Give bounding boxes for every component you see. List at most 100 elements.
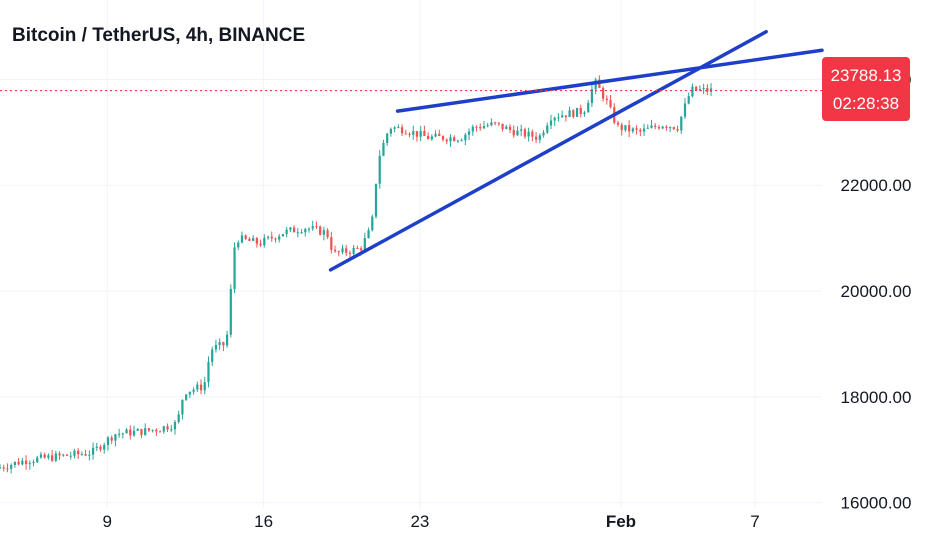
candle-body (553, 117, 556, 121)
candle-body (62, 454, 65, 456)
candle-body (672, 127, 675, 130)
chart-title: Bitcoin / TetherUS, 4h, BINANCE (12, 25, 305, 46)
candle-body (564, 115, 567, 118)
candle-body (21, 460, 24, 465)
candle-body (177, 414, 180, 422)
candle-body (397, 127, 400, 129)
x-tick-label: 16 (254, 512, 273, 531)
candle-body (575, 107, 579, 117)
y-tick-label: 22000.00 (841, 176, 912, 195)
candle-body (91, 447, 95, 455)
candle-body (683, 103, 687, 117)
candle-body (211, 349, 214, 362)
candle-body (389, 128, 393, 134)
candle-body (490, 122, 493, 126)
candle-body (13, 461, 17, 465)
trendline[interactable] (395, 48, 824, 113)
candle-body (352, 247, 355, 254)
candle-body (285, 229, 288, 235)
candle-body (237, 242, 240, 248)
candle-body (43, 454, 46, 458)
candle-body (609, 100, 612, 108)
candle-body (337, 251, 340, 253)
candle-body (266, 236, 270, 238)
candle-body (54, 453, 57, 461)
candle-body (687, 96, 690, 104)
candle-body (523, 129, 527, 137)
candle-body (605, 98, 608, 101)
candle-body (203, 382, 206, 391)
candle-body (531, 131, 534, 137)
candle-body (419, 131, 422, 137)
y-tick-label: 20000.00 (841, 282, 912, 301)
candle-body (47, 455, 50, 458)
candle-body (650, 125, 653, 128)
candle-body (404, 133, 407, 135)
candle-body (158, 431, 162, 433)
last-price-value: 23788.13 (831, 66, 902, 85)
candle-body (430, 136, 433, 140)
candle-body (460, 140, 463, 142)
candle-body (214, 345, 218, 350)
candle-body (259, 243, 262, 246)
last-price-label[interactable]: 23788.13 02:28:38 (822, 57, 910, 121)
candle-body (601, 88, 605, 99)
y-tick-label: 18000.00 (841, 388, 912, 407)
candle-body (166, 426, 169, 430)
candle-body (73, 450, 76, 456)
candle-body (28, 463, 31, 465)
candle-body (546, 125, 549, 133)
candle-body (475, 126, 478, 128)
candle-body (508, 126, 512, 130)
candle-body (415, 131, 419, 137)
candle-body (494, 122, 497, 124)
candle-body (125, 429, 128, 434)
candle-body (322, 230, 326, 235)
candle-body (199, 384, 203, 391)
candle-body (642, 128, 646, 132)
candle-body (635, 128, 638, 130)
candle-body (438, 133, 441, 137)
candle-body (657, 126, 661, 129)
candle-body (445, 139, 448, 142)
candle-body (583, 112, 586, 114)
candle-body (482, 126, 486, 129)
y-tick-label: 16000.00 (841, 494, 912, 513)
candle-body (572, 110, 575, 117)
candle-body (449, 137, 452, 142)
candle-body (378, 155, 381, 184)
candle-body (427, 135, 430, 140)
candle-body (315, 226, 318, 228)
candle-body (557, 117, 560, 119)
candle-body (620, 124, 623, 131)
candle-body (568, 110, 571, 118)
candle-body (382, 142, 385, 156)
candle-body (371, 216, 374, 231)
candle-body (118, 433, 121, 435)
candle-body (616, 122, 620, 125)
candle-body (233, 247, 236, 289)
candle-body (624, 125, 627, 131)
candle-body (698, 89, 702, 91)
candle-body (155, 429, 158, 432)
candle-body (196, 384, 199, 390)
candle-body (289, 227, 292, 230)
candle-body (281, 234, 285, 237)
grid (0, 0, 822, 508)
candle-body (702, 87, 705, 90)
x-axis: 9 16 23 Feb 7 (102, 512, 759, 531)
candle-body (88, 454, 91, 456)
candle-body (676, 129, 679, 131)
candle-body (527, 131, 530, 137)
candle-body (501, 123, 504, 130)
last-price-badge (822, 57, 910, 121)
candle-body (95, 446, 98, 448)
candle-body (587, 102, 590, 113)
candle-body (393, 127, 396, 129)
candle-body (218, 342, 221, 346)
trendline[interactable] (328, 30, 768, 272)
candle-body (654, 125, 657, 127)
candle-body (307, 228, 311, 230)
candle-body (367, 230, 370, 239)
